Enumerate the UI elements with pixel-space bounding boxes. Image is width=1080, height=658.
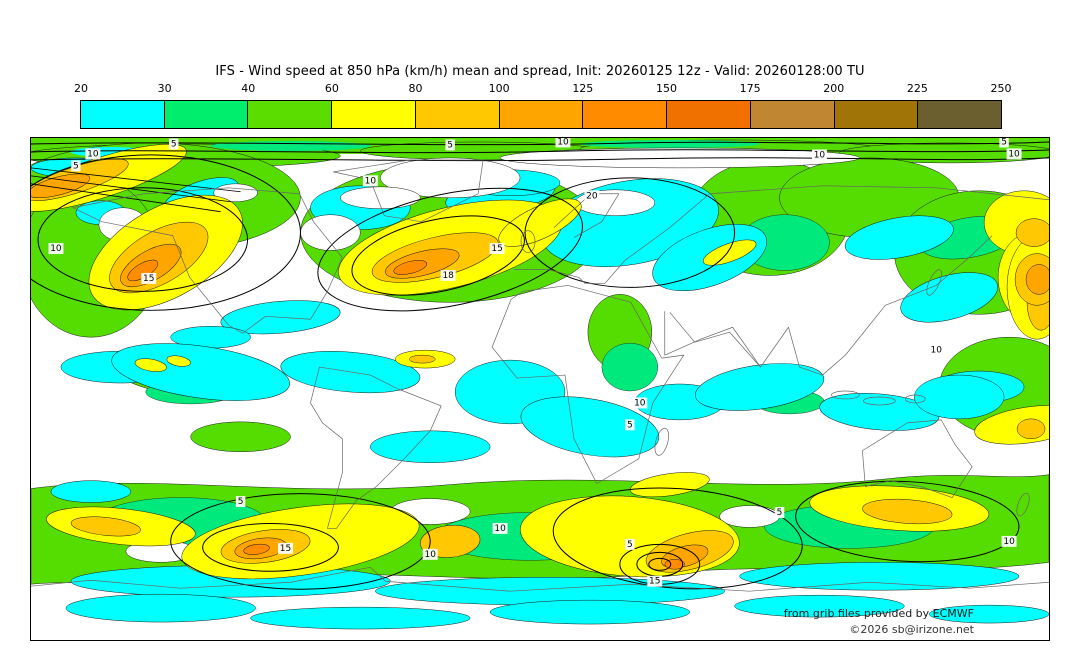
contour-label: 15 [649, 577, 660, 587]
colorbar-segment [164, 101, 249, 128]
colorbar-tick: 150 [655, 82, 677, 95]
colorbar-segment [248, 101, 333, 128]
contour-label: 5 [627, 540, 633, 550]
contour-label: 5 [447, 140, 453, 150]
colorbar-tick: 175 [739, 82, 761, 95]
contour-label: 5 [238, 497, 244, 507]
colorbar-tick: 125 [572, 82, 594, 95]
colorbar-tick: 20 [74, 82, 88, 95]
contour-label: 18 [442, 271, 454, 281]
colorbar-tick: 225 [906, 82, 928, 95]
map-credits: from grib files provided by ECMWF ©2026 … [784, 606, 974, 637]
contour-label: 15 [143, 274, 154, 284]
contour-label: 10 [87, 149, 99, 159]
contour-label: 15 [491, 244, 502, 254]
contour-label: 10 [1008, 149, 1020, 159]
colorbar-segment [583, 101, 668, 128]
colorbar-ticks: 20 30 40 60 80 100 125 150 175 200 225 250 [74, 82, 1012, 96]
colorbar-segment [499, 101, 584, 128]
contour-label: 5 [777, 508, 783, 518]
spread-contours [31, 141, 1049, 590]
colorbar-tick: 200 [823, 82, 845, 95]
contour-label: 10 [814, 150, 826, 160]
colorbar-tick: 80 [408, 82, 423, 95]
credit-ecmwf: from grib files provided by ECMWF [783, 607, 974, 620]
contour-label: 20 [586, 191, 598, 201]
colorbar-tick: 100 [488, 82, 510, 95]
contour-label: 5 [1001, 138, 1007, 147]
colorbar-tick: 250 [990, 82, 1012, 95]
contour-label: 10 [50, 244, 62, 254]
colorbar-segment [81, 101, 165, 128]
page-title: IFS - Wind speed at 850 hPa (km/h) mean … [215, 64, 865, 79]
credit-copyright: ©2026 sb@irizone.net [849, 622, 974, 636]
colorbar [80, 100, 1002, 129]
colorbar-segment [415, 101, 500, 128]
colorbar-tick: 40 [241, 82, 256, 95]
colorbar-tick: 30 [157, 82, 172, 95]
contour-label: 5 [627, 420, 633, 430]
contour-label: 10 [424, 550, 436, 560]
contour-label: 10 [1003, 537, 1015, 547]
colorbar-segment [332, 101, 416, 128]
contour-label: 5 [73, 161, 79, 171]
colorbar-segment [750, 101, 835, 128]
contour-label: 5 [171, 139, 177, 149]
contour-label: 10 [634, 398, 646, 408]
colorbar-segment [918, 101, 1002, 128]
contour-label: 10 [557, 138, 569, 147]
colorbar-segment [667, 101, 751, 128]
contour-label: 10 [931, 346, 943, 356]
weather-map: 5 10 5 10 10 5 10 5 10 15 18 15 20 10 10 5 10 15 15 10 5 5 10 1… [30, 137, 1050, 641]
contour-label: 15 [280, 544, 291, 554]
contour-label: 10 [365, 176, 377, 186]
colorbar-tick: 60 [324, 82, 339, 95]
colorbar-segment [834, 101, 919, 128]
contour-label: 10 [494, 524, 506, 534]
